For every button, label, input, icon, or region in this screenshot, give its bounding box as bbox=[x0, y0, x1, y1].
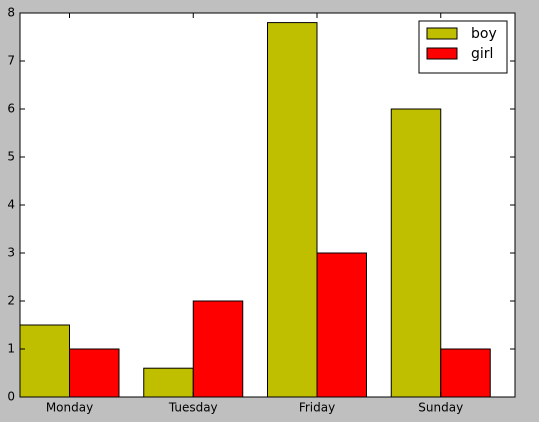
legend-swatch bbox=[426, 47, 458, 60]
bar bbox=[69, 348, 120, 398]
bar bbox=[316, 252, 367, 398]
bar bbox=[19, 324, 70, 398]
legend-swatch bbox=[426, 27, 458, 40]
y-tick-label: 0 bbox=[7, 390, 15, 404]
x-tick-label: Tuesday bbox=[168, 401, 218, 415]
x-tick-label: Friday bbox=[299, 401, 335, 415]
x-tick-label: Monday bbox=[46, 401, 93, 415]
y-tick-label: 1 bbox=[7, 342, 15, 356]
plot-frame bbox=[19, 12, 516, 398]
legend-label: boy bbox=[471, 26, 497, 42]
x-tick-label: Sunday bbox=[418, 401, 463, 415]
bar bbox=[267, 22, 318, 398]
bar bbox=[440, 348, 491, 398]
bar bbox=[143, 367, 194, 398]
y-tick-label: 8 bbox=[7, 6, 15, 20]
y-tick-label: 5 bbox=[7, 150, 15, 164]
bar bbox=[390, 108, 442, 398]
y-tick-label: 2 bbox=[7, 294, 15, 308]
bar bbox=[192, 300, 244, 398]
legend-label: girl bbox=[471, 46, 493, 62]
y-tick-label: 7 bbox=[7, 54, 15, 68]
legend: boy girl bbox=[418, 20, 508, 74]
y-tick-label: 4 bbox=[7, 198, 15, 212]
y-tick-label: 3 bbox=[7, 246, 15, 260]
y-tick-label: 6 bbox=[7, 102, 15, 116]
